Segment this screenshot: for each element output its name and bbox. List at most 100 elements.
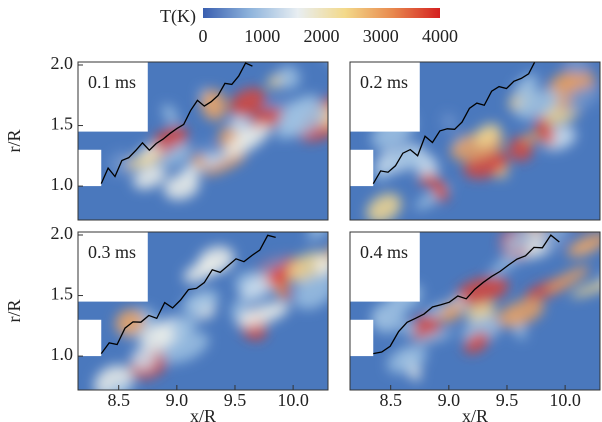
field-blob <box>503 232 537 253</box>
field-blob <box>160 332 210 364</box>
field-blob <box>278 288 292 300</box>
field-blob <box>160 143 192 167</box>
time-label: 0.4 ms <box>360 242 408 262</box>
field-blob <box>276 102 327 137</box>
x-axis-label: x/R <box>190 406 216 422</box>
field-blob <box>198 246 235 275</box>
field-blobs <box>94 232 328 390</box>
field-blob <box>560 86 600 113</box>
x-tick-label: 8.5 <box>107 390 130 410</box>
field-blob <box>535 117 555 146</box>
panel <box>78 232 328 390</box>
field-blob <box>203 153 247 176</box>
time-label: 0.2 ms <box>360 72 408 92</box>
flame-front <box>373 234 560 355</box>
field-blob <box>489 253 520 276</box>
field-blob <box>223 124 271 157</box>
x-tick-label: 9.5 <box>224 390 247 410</box>
field-blob <box>102 381 133 390</box>
y-tick-label: 1.5 <box>51 284 74 304</box>
y-axis-label: r/R <box>4 129 24 152</box>
frame <box>349 231 601 391</box>
x-tick-label: 10.0 <box>277 390 309 410</box>
field-blob <box>191 154 206 170</box>
panel <box>350 232 600 390</box>
time-label: 0.1 ms <box>88 72 136 92</box>
field-blob <box>293 273 328 310</box>
field-blob <box>545 266 590 293</box>
field-blob <box>229 87 267 118</box>
field-blob <box>539 232 567 250</box>
field-blob <box>315 254 328 278</box>
colorbar <box>203 8 440 18</box>
colorbar-tick-label: 4000 <box>422 26 458 46</box>
field-blob <box>515 89 560 120</box>
field-blob <box>133 164 167 190</box>
field-blob <box>596 13 602 58</box>
field-blob <box>115 309 145 337</box>
field-blob <box>555 98 572 110</box>
field-blob <box>366 193 402 220</box>
x-tick-label: 9.0 <box>166 390 189 410</box>
frame <box>349 61 601 221</box>
time-label: 0.3 ms <box>88 242 136 262</box>
y-tick-label: 1.0 <box>51 174 74 194</box>
x-tick-label: 8.5 <box>379 390 402 410</box>
colorbar-label: T(K) <box>160 6 196 27</box>
y-tick-label: 2.0 <box>51 53 74 73</box>
field-blob <box>405 145 421 170</box>
inlet-block <box>350 62 420 132</box>
field-blob <box>125 153 163 169</box>
inlet-lip <box>350 149 374 187</box>
x-tick-label: 9.5 <box>496 390 519 410</box>
colorbar-tick-label: 0 <box>199 26 208 46</box>
flame-front <box>100 62 253 184</box>
y-axis-label: r/R <box>4 299 24 322</box>
colorbar-tick-label: 2000 <box>304 26 340 46</box>
field-blob <box>181 152 230 172</box>
field-blob <box>238 301 290 327</box>
field-blob <box>163 173 200 200</box>
field-blob <box>402 322 417 337</box>
flame-front <box>372 62 536 184</box>
inlet-lip <box>78 149 102 187</box>
frame <box>77 61 329 221</box>
field-blob <box>170 316 199 337</box>
field-blob <box>496 298 545 328</box>
field-blob <box>521 132 541 144</box>
inlet-block <box>350 232 420 302</box>
field-blob <box>181 289 220 315</box>
field-blob <box>130 347 156 371</box>
field-blob <box>474 123 502 147</box>
field-blob <box>200 89 227 121</box>
inlet-lip <box>350 319 374 357</box>
field-blob <box>463 332 490 354</box>
field-blob <box>570 277 600 298</box>
field-blob <box>415 330 455 345</box>
field-blob <box>418 173 437 186</box>
field-blob <box>277 65 301 90</box>
field-blob <box>240 273 276 302</box>
field-blob <box>431 178 449 202</box>
field-blobs <box>108 62 328 200</box>
field-blob <box>267 266 289 290</box>
panel <box>78 62 328 220</box>
field-blob <box>252 256 288 278</box>
panel <box>350 13 602 220</box>
field-blob <box>442 112 457 132</box>
field-blobs <box>371 232 600 381</box>
inlet-lip <box>78 319 102 357</box>
y-tick-label: 1.5 <box>51 114 74 134</box>
x-tick-label: 9.0 <box>438 390 461 410</box>
field-blob <box>250 107 284 131</box>
flame-front <box>100 234 276 355</box>
y-tick-label: 2.0 <box>51 223 74 243</box>
inlet-block <box>78 62 148 132</box>
colorbar-tick-label: 3000 <box>363 26 399 46</box>
frame <box>77 231 329 391</box>
y-tick-label: 1.0 <box>51 344 74 364</box>
colorbar-tick-label: 1000 <box>244 26 280 46</box>
field-blob <box>162 104 178 125</box>
